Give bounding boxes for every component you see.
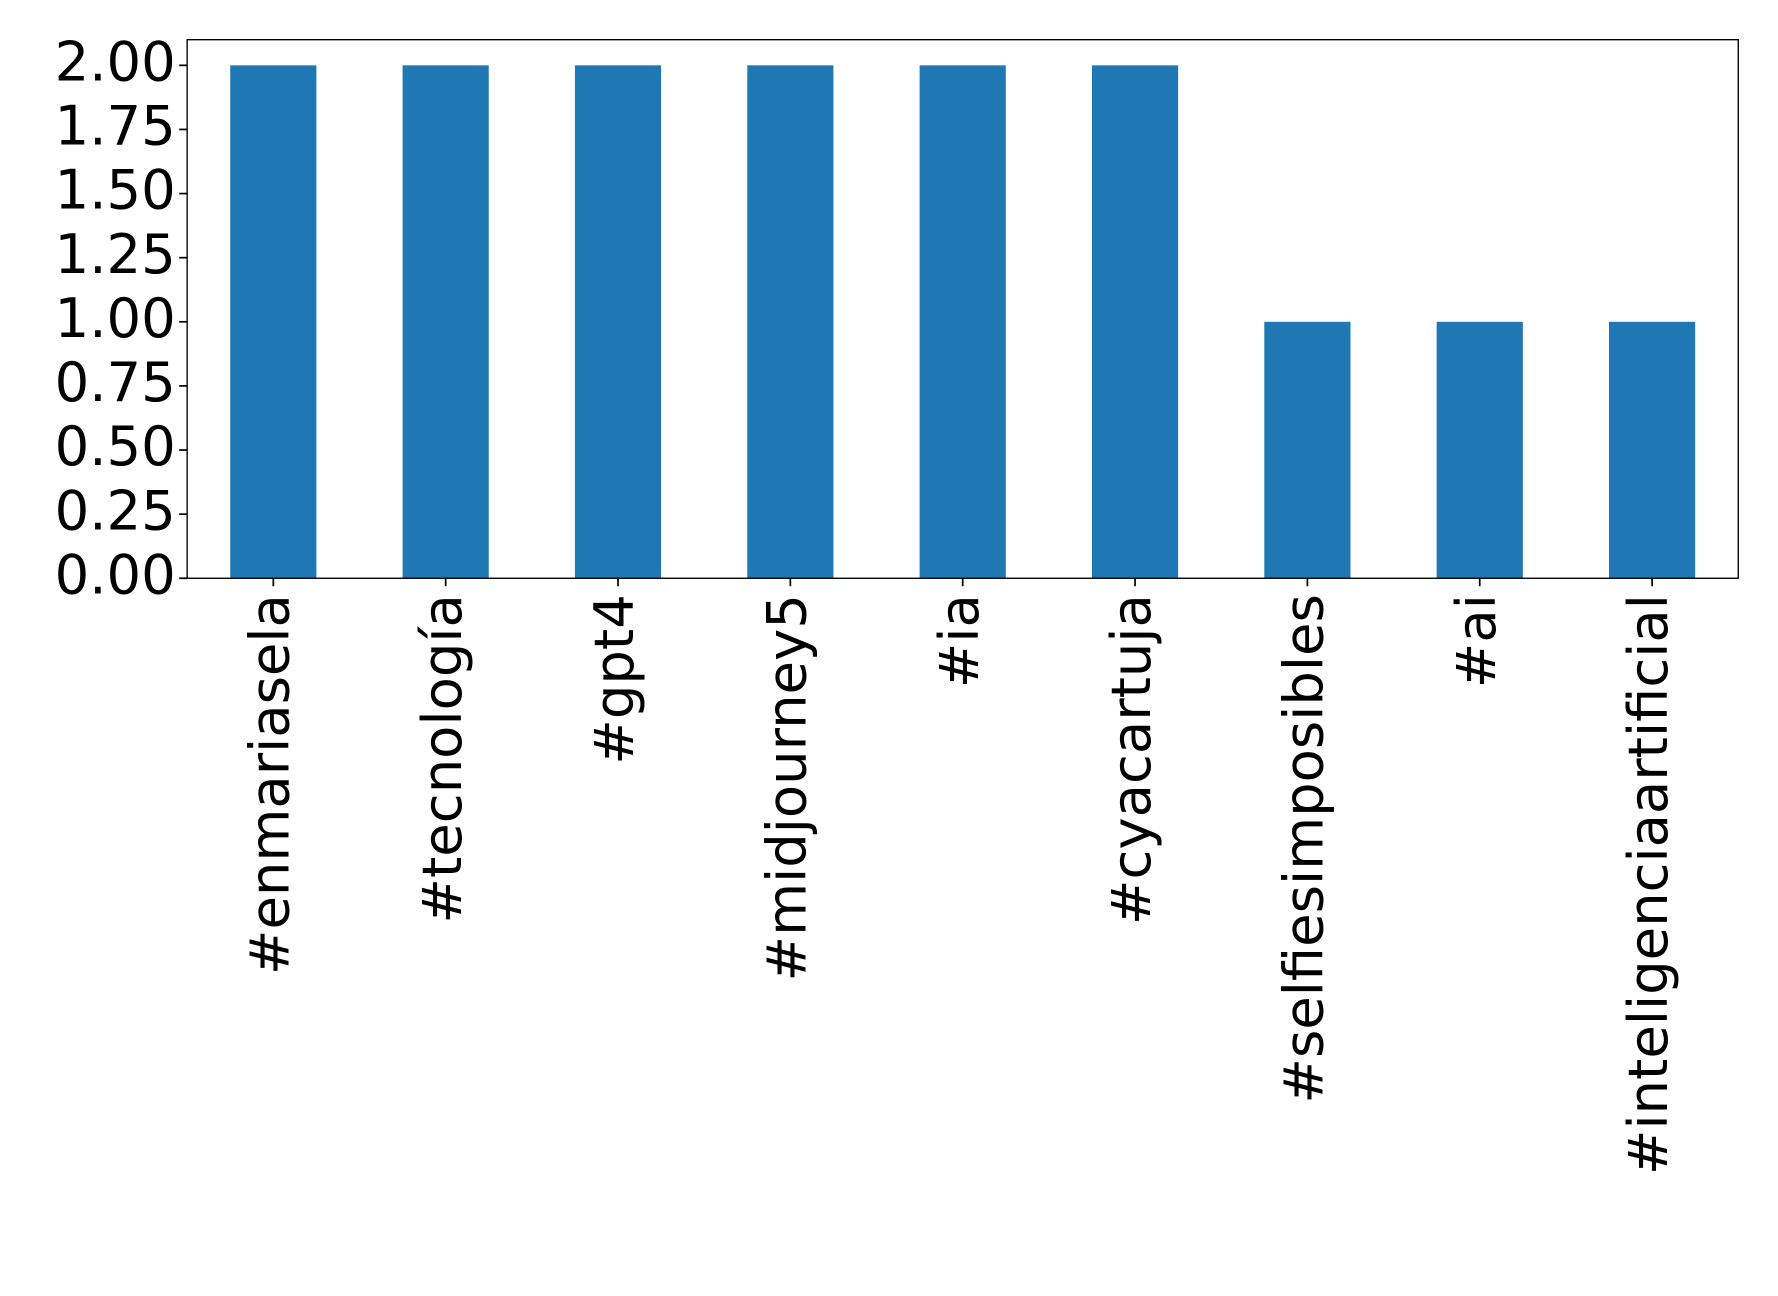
- bar: [1436, 321, 1523, 579]
- bar: [1091, 65, 1179, 579]
- x-tick-label: #inteligenciaartificial: [1616, 594, 1680, 1175]
- y-tick-label: 1.00: [55, 286, 176, 350]
- x-tick-label: #ai: [1444, 594, 1508, 688]
- bar: [230, 65, 317, 579]
- x-tick-label: #midjourney5: [754, 594, 818, 981]
- x-tick-label: #selfiesimposibles: [1272, 594, 1336, 1103]
- x-tick-label: #enmariasela: [237, 594, 301, 975]
- bar: [1264, 321, 1351, 579]
- y-tick-label: 0.00: [55, 542, 176, 606]
- y-tick-label: 1.75: [55, 94, 176, 158]
- x-tick-label: #ia: [927, 594, 991, 688]
- bar: [402, 65, 489, 579]
- plot-frame: [186, 39, 1739, 579]
- x-tick-label: #cyacartuja: [1099, 594, 1163, 925]
- y-tick-label: 2.00: [55, 29, 176, 93]
- x-tick-label: #gpt4: [582, 594, 646, 765]
- x-tick-label: #tecnología: [410, 594, 474, 923]
- y-tick-label: 0.50: [55, 414, 176, 478]
- bar: [747, 65, 834, 579]
- bar: [1609, 321, 1696, 579]
- bar: [574, 65, 662, 579]
- y-tick-label: 1.25: [55, 222, 176, 286]
- bar: [919, 65, 1006, 579]
- y-tick-label: 1.50: [55, 158, 176, 222]
- y-tick-label: 0.25: [55, 478, 176, 542]
- y-tick-label: 0.75: [55, 350, 176, 414]
